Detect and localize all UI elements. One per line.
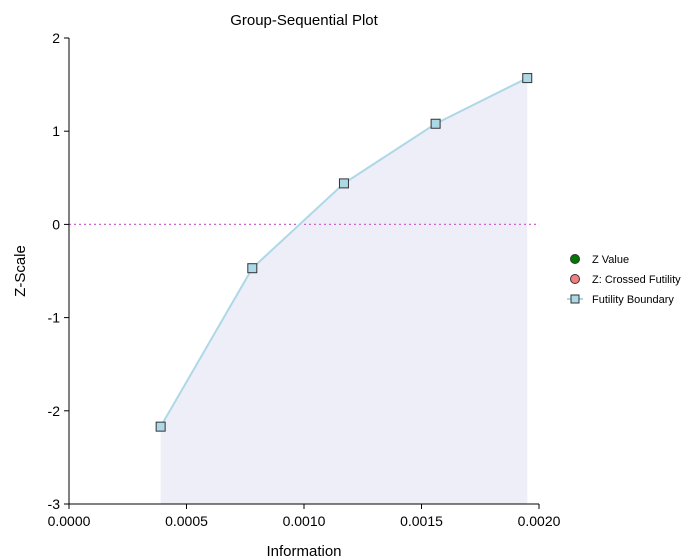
y-axis-title: Z-Scale <box>12 245 29 297</box>
y-tick-label: -1 <box>48 310 61 326</box>
y-tick-label: 1 <box>52 123 60 139</box>
futility-boundary-point <box>522 73 533 84</box>
legend-label: Futility Boundary <box>592 294 674 306</box>
x-axis-title: Information <box>266 543 341 560</box>
legend-circle-marker <box>570 254 580 264</box>
y-tick-label: 2 <box>52 30 60 46</box>
legend-entry: Z Value <box>570 254 629 266</box>
x-ticks: 0.0000 0.0005 0.0010 0.0015 0.0020 <box>48 504 561 529</box>
x-tick-label: 0.0015 <box>400 513 443 529</box>
y-axis: 2 1 0 -1 -2 -3 <box>48 30 70 512</box>
x-tick-label: 0.0005 <box>165 513 208 529</box>
x-tick-label: 0.0010 <box>283 513 326 529</box>
legend-circle-marker <box>570 274 580 284</box>
y-tick-label: 0 <box>52 216 60 232</box>
y-tick-label: -3 <box>48 496 61 512</box>
x-axis: 0.0000 0.0005 0.0010 0.0015 0.0020 <box>48 503 561 529</box>
y-ticks: 2 1 0 -1 -2 -3 <box>48 30 69 512</box>
futility-boundary-point <box>338 178 349 189</box>
legend-entry: Futility Boundary <box>567 294 674 306</box>
y-tick-label: -2 <box>48 403 61 419</box>
legend-entry: Z: Crossed Futility <box>570 274 681 286</box>
x-tick-label: 0.0000 <box>48 513 91 529</box>
chart-title: Group-Sequential Plot <box>230 12 378 29</box>
futility-boundary-point <box>247 263 258 274</box>
legend-label: Z Value <box>592 254 629 266</box>
futility-boundary-fill <box>160 78 528 505</box>
plot-area <box>69 73 539 505</box>
legend-square-marker <box>570 294 580 304</box>
futility-boundary-point <box>155 421 166 432</box>
legend-label: Z: Crossed Futility <box>592 274 681 286</box>
legend: Z Value Z: Crossed Futility Futility Bound… <box>567 254 681 306</box>
futility-boundary-markers <box>155 73 533 432</box>
futility-boundary-point <box>430 118 441 129</box>
x-tick-label: 0.0020 <box>518 513 561 529</box>
